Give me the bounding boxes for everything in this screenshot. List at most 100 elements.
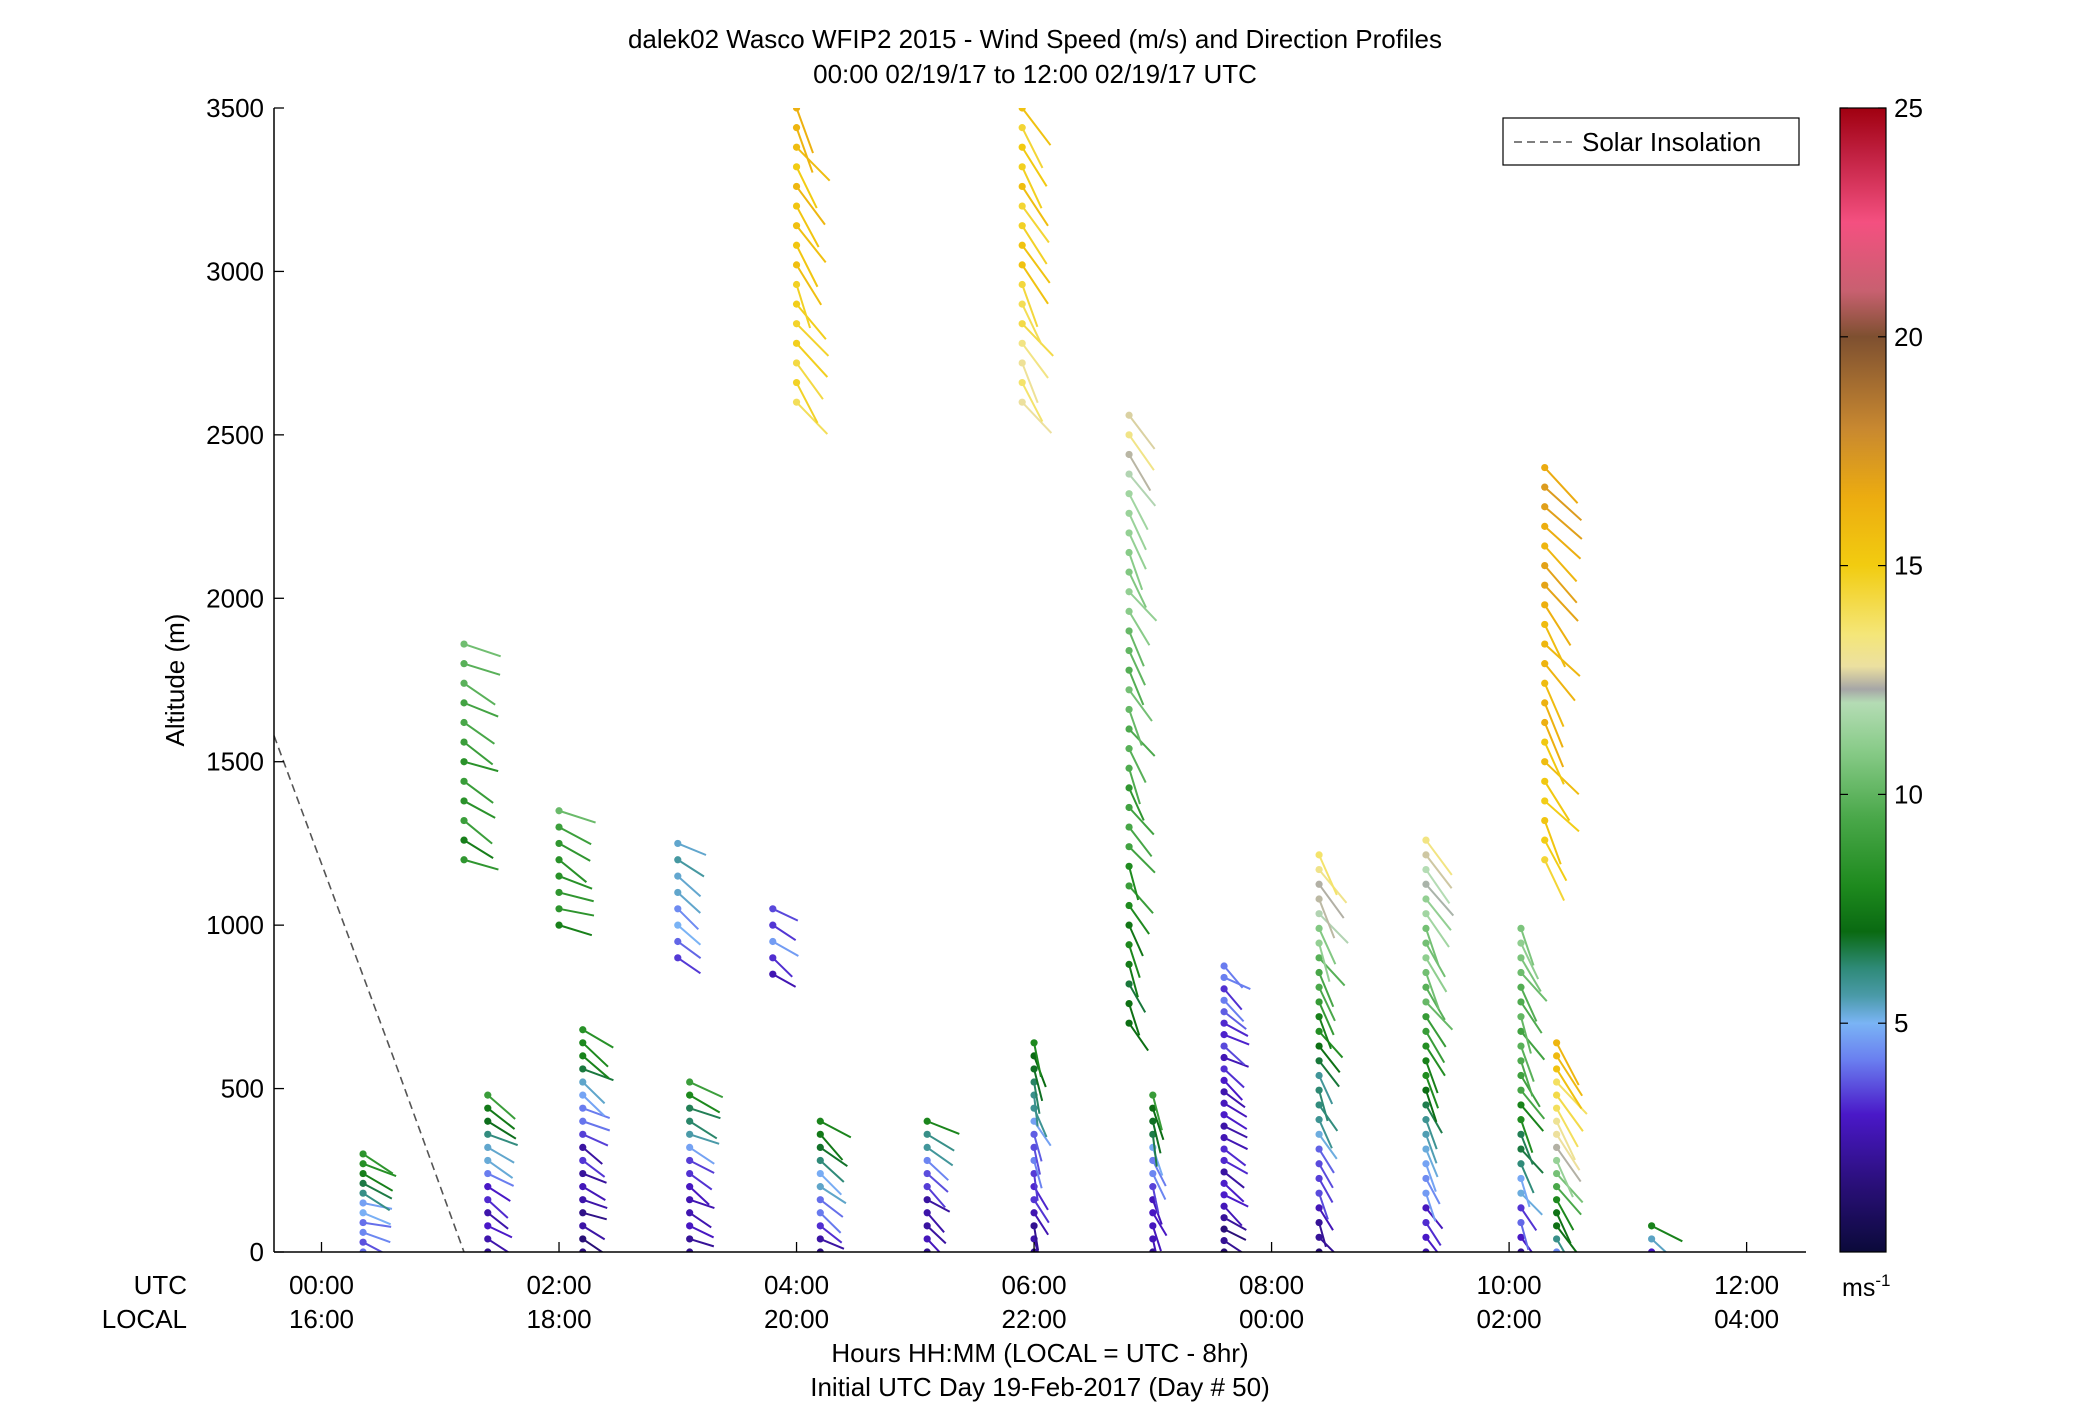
wind-barb <box>677 842 707 856</box>
wind-barb-point <box>484 1248 492 1252</box>
wind-barb-point <box>1422 1027 1430 1035</box>
wind-barb <box>1425 898 1452 931</box>
wind-barb <box>582 1120 611 1132</box>
wind-barb <box>1223 1182 1245 1203</box>
wind-barb-point <box>674 954 682 962</box>
wind-barb-point <box>1422 1101 1430 1109</box>
wind-barb-point <box>1517 1233 1525 1241</box>
wind-barb-point <box>1517 954 1525 962</box>
wind-barb-point <box>460 777 468 785</box>
wind-barb <box>819 1238 845 1250</box>
wind-barb <box>1556 1251 1558 1252</box>
wind-barb-point <box>686 1222 694 1230</box>
wind-barb-point <box>1220 1248 1228 1252</box>
wind-barb <box>1555 1094 1584 1132</box>
wind-barb <box>1318 1222 1327 1248</box>
wind-barbs <box>359 108 1683 1252</box>
wind-barb-point <box>1315 924 1323 933</box>
wind-barb <box>689 1172 713 1191</box>
wind-barb <box>1151 1094 1163 1131</box>
wind-barb-point <box>1422 1248 1430 1252</box>
wind-barb-point <box>579 1143 587 1152</box>
wind-barb <box>795 323 830 357</box>
wind-barb <box>1223 1010 1247 1030</box>
wind-barb-point <box>674 839 682 848</box>
wind-barb <box>1128 453 1152 492</box>
wind-barb <box>1520 1178 1531 1208</box>
wind-barb <box>927 1251 929 1252</box>
wind-barb-point <box>1125 725 1133 733</box>
colorbar-ticks: 5 10 15 20 25 <box>1840 93 1923 1038</box>
wind-barb-point <box>484 1196 492 1204</box>
wind-barb <box>1425 1177 1441 1205</box>
wind-barb-point <box>1541 581 1549 589</box>
x-tick-label-utc: 06:00 <box>1002 1270 1067 1300</box>
wind-barb <box>1543 722 1565 768</box>
wind-barb-point <box>460 816 468 825</box>
wind-barb-point <box>1315 1248 1323 1252</box>
wind-barb-point <box>1149 1209 1157 1217</box>
wind-barb-point <box>555 872 563 880</box>
wind-barb <box>1223 1148 1247 1167</box>
wind-barb <box>487 1224 513 1239</box>
wind-barb-point <box>792 108 801 112</box>
wind-barb-point <box>1125 999 1133 1008</box>
wind-barb <box>689 1094 721 1114</box>
wind-barb-point <box>460 660 468 668</box>
wind-barb <box>1318 1236 1336 1252</box>
wind-barb-point <box>1422 998 1430 1006</box>
wind-barb-point <box>1220 1031 1228 1039</box>
wind-barb <box>1520 928 1535 966</box>
wind-barb-point <box>1018 320 1026 328</box>
wind-barb-point <box>1125 803 1133 812</box>
wind-barb <box>362 1172 394 1192</box>
wind-barb-point <box>1315 865 1323 874</box>
wind-barb <box>1318 1192 1329 1220</box>
wind-barb-point <box>1220 1008 1228 1016</box>
wind-barb <box>1425 854 1453 889</box>
wind-barb <box>1425 1075 1440 1109</box>
wind-barb-point <box>1220 1236 1228 1245</box>
wind-barb-point <box>1125 823 1133 831</box>
wind-barb-point <box>1018 300 1026 308</box>
wind-barb-point <box>1553 1248 1561 1252</box>
wind-barb-point <box>1315 1218 1323 1227</box>
wind-barb-point <box>1422 939 1430 947</box>
wind-barb-point <box>1315 1233 1323 1241</box>
wind-barb <box>1425 1251 1428 1252</box>
wind-barb-point <box>1125 1019 1133 1027</box>
wind-barb-point <box>1018 182 1026 191</box>
wind-barb <box>772 973 797 988</box>
wind-barb <box>926 1185 946 1209</box>
wind-barb <box>688 1185 710 1206</box>
wind-barb-point <box>1422 1204 1430 1212</box>
wind-barb <box>795 362 824 400</box>
wind-barb-point <box>1125 784 1133 792</box>
wind-barb-point <box>1517 1204 1525 1212</box>
wind-barb <box>1544 525 1582 560</box>
wind-barb <box>772 940 799 957</box>
wind-barb <box>1543 741 1565 785</box>
wind-barb-point <box>686 1104 694 1112</box>
wind-barb-point <box>579 1196 587 1204</box>
wind-barb <box>1224 1251 1226 1252</box>
wind-barb <box>819 1198 844 1218</box>
wind-barb-point <box>1315 1101 1323 1109</box>
wind-barb-point <box>555 856 563 864</box>
wind-barb <box>1033 1199 1050 1224</box>
wind-barb-point <box>816 1143 824 1152</box>
wind-barb <box>1520 1192 1543 1216</box>
wind-barb-point <box>1125 960 1133 968</box>
wind-barb <box>1425 1045 1446 1077</box>
wind-barb-point <box>792 202 801 210</box>
wind-barb-point <box>579 1235 587 1243</box>
wind-barb <box>1128 787 1145 821</box>
wind-barb <box>1318 1030 1344 1059</box>
wind-barb <box>1223 1228 1247 1241</box>
wind-barb <box>1543 663 1576 702</box>
wind-barb <box>463 662 501 676</box>
wind-barb <box>1425 913 1450 948</box>
wind-barb <box>1223 976 1251 991</box>
wind-barb-point <box>1422 1057 1430 1065</box>
wind-barb <box>1021 205 1050 244</box>
